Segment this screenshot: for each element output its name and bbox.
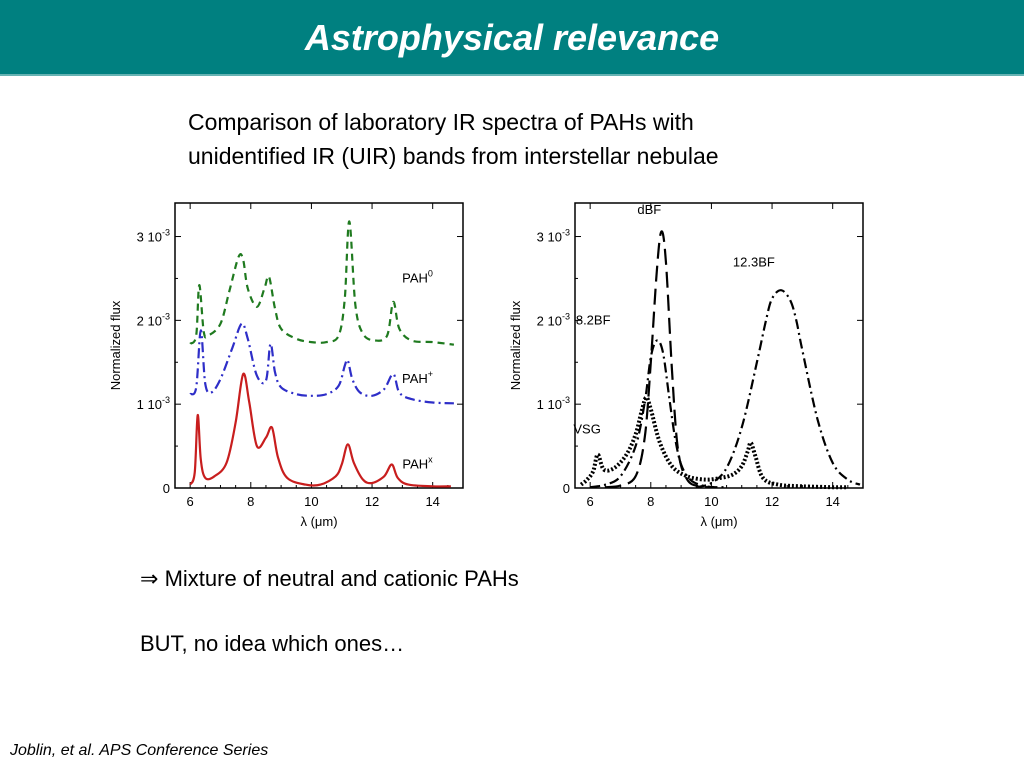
left-chart-x-tick-label: 6	[187, 494, 194, 509]
slide-title: Astrophysical relevance	[304, 17, 720, 58]
right-chart-x-tick-label: 10	[704, 494, 718, 509]
right-chart-x-axis-label: λ (μm)	[700, 514, 737, 529]
right-chart-series-label: 12.3BF	[733, 255, 775, 270]
left-chart-series-label-sup: +	[428, 369, 433, 379]
left-chart-series-pah0-line	[189, 220, 455, 346]
right-chart-y-axis-label: Normalized flux	[508, 300, 523, 390]
right-chart-y-tick-exponent: -3	[562, 395, 570, 405]
conclusion-text: ⇒ Mixture of neutral and cationic PAHs	[140, 565, 519, 593]
right-chart-series-vsg-line	[579, 395, 848, 490]
left-chart-series-label: PAH0	[402, 269, 433, 286]
left-chart-series-label-sup: x	[428, 455, 433, 465]
left-chart-series-label: PAHx	[402, 455, 433, 472]
left-chart-series-label: PAH+	[402, 369, 433, 386]
left-chart-x-tick-label: 8	[247, 494, 254, 509]
left-chart-series-pah-line	[189, 322, 454, 405]
right-chart-x-tick-label: 8	[647, 494, 654, 509]
conclusion-label: Mixture of neutral and cationic PAHs	[164, 566, 519, 591]
left-chart-y-tick-label: 0	[163, 481, 170, 496]
citation: Joblin, et al. APS Conference Series	[10, 742, 269, 759]
pah-spectra-chart: 6 8 10 12 14 0 1 10-3 2 10-3 3 10-3 λ (μm) Normali…	[108, 202, 464, 529]
right-chart-y-tick-exponent: -3	[562, 311, 570, 321]
left-chart-series-pahx-line	[189, 372, 451, 488]
left-chart-y-tick-exponent: -3	[162, 395, 170, 405]
right-chart-y-tick-exponent: -3	[562, 228, 570, 238]
left-chart-y-tick-label: 3 10-3	[137, 228, 170, 245]
left-chart-y-tick-exponent: -3	[162, 228, 170, 238]
intro-text-line-2: unidentified IR (UIR) bands from interst…	[188, 143, 719, 169]
right-chart-series-12-3bf-line	[696, 289, 861, 489]
right-chart-series-label: 8.2BF	[576, 313, 611, 328]
right-chart-y-tick-label: 0	[563, 481, 570, 496]
right-chart-plot-frame	[574, 202, 864, 489]
nebula-bands-chart: 6 8 10 12 14 0 1 10-3 2 10-3 3 10-3 λ (μm) Normali…	[508, 202, 864, 529]
right-chart-series-label: dBF	[637, 202, 661, 217]
left-chart-y-tick-label: 1 10-3	[137, 395, 170, 412]
right-chart-y-tick-label: 3 10-3	[537, 228, 570, 245]
left-chart-y-axis-label: Normalized flux	[108, 300, 123, 390]
right-chart-series-label: VSG	[573, 422, 600, 437]
left-chart-y-tick-label: 2 10-3	[137, 311, 170, 328]
left-chart-x-tick-label: 12	[365, 494, 379, 509]
right-chart-series-dbf-line	[605, 230, 712, 489]
right-chart-x-tick-label: 6	[587, 494, 594, 509]
left-chart-x-tick-label: 10	[304, 494, 318, 509]
title-bar: Astrophysical relevance	[0, 0, 1024, 76]
implies-arrow-icon: ⇒	[140, 566, 159, 591]
right-chart-y-tick-label: 1 10-3	[537, 395, 570, 412]
intro-text-line-1: Comparison of laboratory IR spectra of P…	[188, 109, 694, 135]
left-chart-x-axis-label: λ (μm)	[300, 514, 337, 529]
left-chart-series-label-sup: 0	[428, 269, 433, 279]
right-chart-x-tick-label: 12	[765, 494, 779, 509]
right-chart-y-tick-label: 2 10-3	[537, 311, 570, 328]
right-chart-x-tick-label: 14	[825, 494, 839, 509]
left-chart-plot-frame	[174, 202, 464, 489]
left-chart-x-tick-label: 14	[425, 494, 439, 509]
caveat-text: BUT, no idea which ones…	[140, 631, 405, 656]
left-chart-y-tick-exponent: -3	[162, 311, 170, 321]
right-chart-series-8-2bf-line	[589, 339, 727, 489]
